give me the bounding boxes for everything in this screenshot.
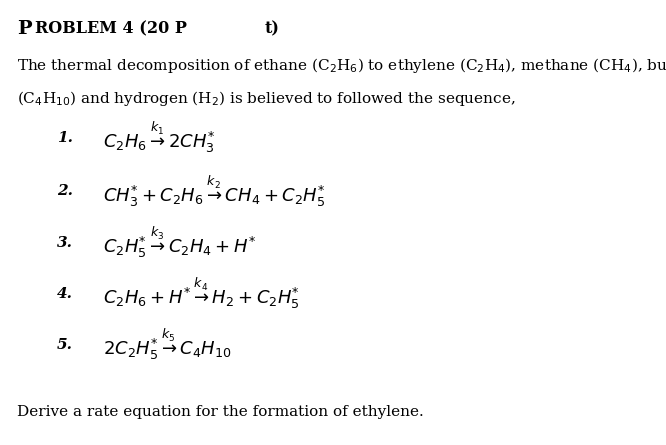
Text: 3.: 3.: [57, 235, 73, 250]
Text: $2C_2H_5^{*} \overset{k_5}{\rightarrow} C_4H_{10}$: $2C_2H_5^{*} \overset{k_5}{\rightarrow} …: [103, 328, 232, 362]
Text: $C_2H_5^{*} \overset{k_3}{\rightarrow} C_2H_4 + H^{*}$: $C_2H_5^{*} \overset{k_3}{\rightarrow} C…: [103, 225, 256, 260]
Text: t): t): [265, 20, 280, 37]
Text: 1.: 1.: [57, 131, 73, 145]
Text: $CH_3^{*} + C_2H_6 \overset{k_2}{\rightarrow} CH_4 + C_2H_5^{*}$: $CH_3^{*} + C_2H_6 \overset{k_2}{\righta…: [103, 174, 326, 209]
Text: P: P: [17, 20, 31, 38]
Text: $C_2H_6 \overset{k_1}{\rightarrow} 2CH_3^{*}$: $C_2H_6 \overset{k_1}{\rightarrow} 2CH_3…: [103, 121, 215, 155]
Text: 2.: 2.: [57, 184, 73, 198]
Text: $C_2H_6 + H^{*} \overset{k_4}{\rightarrow} H_2 + C_2H_5^{*}$: $C_2H_6 + H^{*} \overset{k_4}{\rightarro…: [103, 276, 300, 311]
Text: 4.: 4.: [57, 287, 73, 301]
Text: 5.: 5.: [57, 338, 73, 352]
Text: Derive a rate equation for the formation of ethylene.: Derive a rate equation for the formation…: [17, 405, 424, 419]
Text: ROBLEM 4 (20 P: ROBLEM 4 (20 P: [35, 20, 187, 37]
Text: The thermal decomposition of ethane (C$_2$H$_6$) to ethylene (C$_2$H$_4$), metha: The thermal decomposition of ethane (C$_…: [17, 56, 666, 75]
Text: (C$_4$H$_{10}$) and hydrogen (H$_2$) is believed to followed the sequence,: (C$_4$H$_{10}$) and hydrogen (H$_2$) is …: [17, 89, 515, 108]
